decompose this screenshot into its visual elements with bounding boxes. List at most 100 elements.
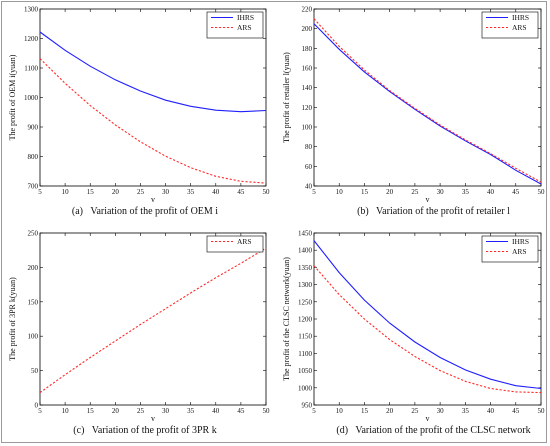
series-line-ars [39,247,267,394]
x-tick-label: 40 [487,407,495,415]
legend-label: ARS [512,247,527,256]
x-tick-label: 40 [487,188,495,196]
x-tick-label: 35 [462,407,470,415]
legend-label: IHRS [512,237,529,246]
x-tick-label: 25 [137,188,145,196]
x-tick-label: 25 [411,188,419,196]
series-line-ihrs [313,23,542,185]
panel-caption: (a) Variation of the profit of OEM i [72,206,218,217]
x-tick-label: 10 [62,407,70,415]
x-tick-label: 20 [112,407,120,415]
x-tick-label: 20 [386,407,394,415]
x-tick-label: 15 [87,407,95,415]
x-tick-label: 10 [336,188,344,196]
y-tick-label: 200 [302,25,313,33]
y-tick-label: 1200 [24,35,39,43]
plot-area [39,232,267,406]
series-line-ihrs [39,31,267,113]
y-tick-label: 1400 [298,247,313,255]
y-tick-label: 1150 [298,333,312,341]
legend-box [481,11,539,39]
y-tick-label: 60 [305,163,313,171]
legend-label: ARS [512,23,527,32]
x-axis-label: v [426,195,430,204]
y-axis-label: The profit of the CLSC network(yuan) [282,257,291,381]
x-tick-label: 15 [87,188,95,196]
x-tick-label: 50 [263,188,271,196]
y-axis-label: The profit of OEM i(yuan) [8,54,17,140]
x-tick-label: 15 [361,407,369,415]
x-tick-label: 45 [512,407,520,415]
y-tick-label: 80 [305,143,313,151]
y-tick-label: 40 [305,183,313,191]
plot-area [313,8,542,187]
y-tick-label: 250 [28,230,39,238]
y-tick-label: 1200 [298,316,313,324]
panel-caption: (d) Variation of the profit of the CLSC … [336,425,530,436]
y-tick-label: 1000 [24,94,39,102]
series-line-ars [39,58,267,184]
series-line-ihrs [313,240,542,390]
x-tick-label: 5 [312,407,316,415]
y-tick-label: 180 [302,45,313,53]
y-tick-label: 160 [302,65,313,73]
y-tick-label: 1450 [298,230,313,238]
y-tick-label: 1300 [298,281,313,289]
legend-label: IHRS [237,13,254,22]
y-axis-label: The profit of retailer l(yuan) [282,52,291,143]
chart-panel-b: 5 10 15 20 25 30 35 40 45 50 40 60 80 100 120 140 160 180… [282,6,545,218]
x-tick-label: 50 [538,188,546,196]
x-tick-label: 45 [237,407,245,415]
chart-panel-d: 5 10 15 20 25 30 35 40 45 50 950 1000 1050 1100 1150 12… [282,230,545,437]
y-tick-label: 0 [35,402,39,410]
y-tick-label: 100 [28,333,39,341]
legend-label: IHRS [512,13,529,22]
x-axis-label: v [426,414,430,423]
x-tick-label: 35 [187,407,195,415]
x-tick-label: 5 [38,407,42,415]
y-tick-label: 900 [28,124,39,132]
x-axis-label: v [151,414,155,423]
x-tick-label: 45 [512,188,520,196]
x-tick-label: 10 [336,407,344,415]
series-line-ars [313,265,542,394]
legend-label: ARS [237,23,252,32]
x-tick-label: 50 [538,407,546,415]
x-tick-label: 20 [386,188,394,196]
y-tick-label: 140 [302,84,313,92]
y-tick-label: 100 [302,124,313,132]
legend-box [481,235,539,263]
y-tick-label: 1300 [24,6,39,14]
y-tick-label: 1000 [298,384,313,392]
y-tick-label: 1050 [298,367,313,375]
panel-caption: (c) Variation of the profit of 3PR k [73,425,216,436]
x-tick-label: 20 [112,188,120,196]
y-tick-label: 120 [302,104,313,112]
legend-box [206,11,264,39]
x-axis-label: v [151,195,155,204]
y-tick-label: 1350 [298,264,313,272]
y-axis-label: The profit of 3PR k(yuan) [8,277,17,361]
y-tick-label: 50 [31,367,39,375]
y-tick-label: 1100 [298,350,312,358]
y-tick-label: 1100 [24,65,38,73]
x-tick-label: 30 [162,407,170,415]
x-tick-label: 5 [312,188,316,196]
chart-panel-a: 5 10 15 20 25 30 35 40 45 50 700 800 900 1000 1100 1200… [8,6,270,218]
x-tick-label: 50 [263,407,271,415]
series-line-ars [313,18,542,183]
x-tick-label: 45 [237,188,245,196]
legend: ARS [206,235,264,253]
x-tick-label: 30 [437,188,445,196]
y-tick-label: 220 [302,6,313,14]
x-tick-label: 30 [162,188,170,196]
x-tick-label: 35 [187,188,195,196]
x-tick-label: 10 [62,188,70,196]
legend-label: ARS [237,237,252,246]
legend-box [206,235,264,253]
panel-caption: (b) Variation of the profit of retailer … [357,206,510,217]
